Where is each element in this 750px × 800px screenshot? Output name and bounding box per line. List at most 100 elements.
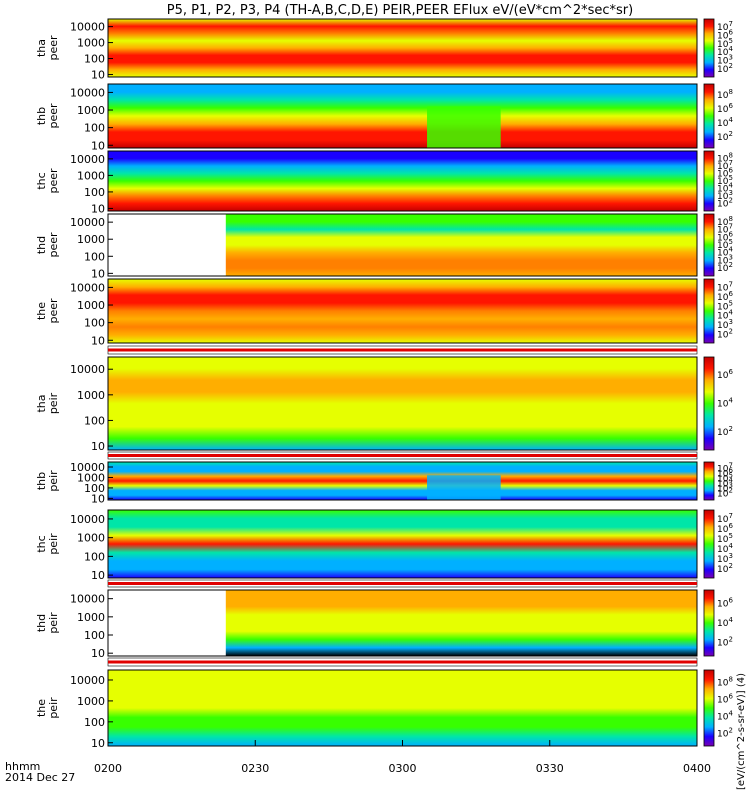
- y-tick-label: 100: [84, 317, 105, 330]
- panel-thd-peir: 10 100 1000 10000 thd peir 106 104 102: [35, 589, 733, 660]
- y-tick-label: 10: [91, 69, 105, 82]
- y-tick-label: 1000: [77, 471, 105, 484]
- y-tick-label: 10000: [70, 363, 105, 376]
- y-tick-label: 1000: [77, 104, 105, 117]
- colorbar: [703, 589, 715, 657]
- y-tick-label: 10: [91, 440, 105, 453]
- y-tick-label: 10000: [70, 461, 105, 474]
- y-tick-label: 10000: [70, 593, 105, 606]
- y-axis-label: the: [35, 302, 48, 320]
- y-tick-label: 100: [84, 122, 105, 135]
- y-tick-label: 1000: [77, 233, 105, 246]
- y-axis-label: peir: [47, 612, 60, 634]
- colorbar-tick-label: 106: [717, 368, 733, 381]
- panel-frame: [107, 18, 698, 78]
- y-tick-label: 1000: [77, 37, 105, 50]
- y-axis-label: thc: [35, 172, 48, 189]
- panel-frame: [107, 213, 698, 277]
- colorbar-label: [eV/(cm^2-s-sr-eV)] (4): [736, 673, 747, 790]
- spectrogram-image: [108, 510, 697, 578]
- colorbar-tick-label: 106: [717, 597, 733, 610]
- panel-frame: [107, 509, 698, 579]
- y-tick-label: 1000: [77, 389, 105, 402]
- y-tick-label: 10: [91, 492, 105, 505]
- colorbar: [703, 356, 715, 451]
- flag-bar: [108, 582, 697, 585]
- y-tick-label: 100: [84, 716, 105, 729]
- colorbar-tick-label: 104: [717, 710, 733, 723]
- y-axis-label: peir: [47, 533, 60, 555]
- chart-title: P5, P1, P2, P3, P4 (TH-A,B,C,D,E) PEIR,P…: [167, 3, 633, 18]
- colorbar-tick-label: 104: [717, 616, 733, 629]
- y-tick-label: 10000: [70, 674, 105, 687]
- y-axis-label: thb: [35, 472, 48, 490]
- y-tick-label: 10: [91, 139, 105, 152]
- spectrogram-image: [108, 151, 697, 211]
- spectrogram-image: [225, 590, 698, 656]
- dropout-region: [427, 475, 501, 500]
- y-tick-label: 1000: [77, 695, 105, 708]
- x-tick-label: 0200: [94, 762, 122, 775]
- panel-frame: [107, 83, 698, 149]
- colorbar-tick-label: 108: [717, 676, 733, 689]
- colorbar-tick-label: 104: [717, 397, 733, 410]
- y-axis-label: thb: [35, 107, 48, 125]
- x-axis-label-hhmm: hhmm: [5, 760, 40, 773]
- y-axis-label: tha: [35, 39, 48, 57]
- colorbar-tick-label: 106: [717, 693, 733, 706]
- y-tick-label: 10: [91, 737, 105, 750]
- colorbar: [703, 150, 715, 212]
- y-tick-label: 10000: [70, 281, 105, 294]
- flag-bar: [108, 454, 697, 457]
- y-axis-label: peir: [47, 392, 60, 414]
- y-tick-label: 100: [84, 629, 105, 642]
- x-axis-label-date: 2014 Dec 27: [5, 771, 75, 784]
- y-tick-label: 10000: [70, 216, 105, 229]
- y-axis-label: peir: [47, 697, 60, 719]
- flag-bar: [108, 660, 697, 664]
- y-tick-label: 1000: [77, 299, 105, 312]
- panel-frame: [107, 589, 698, 657]
- colorbar: [703, 18, 715, 78]
- y-tick-label: 100: [84, 53, 105, 66]
- x-tick-label: 0330: [536, 762, 564, 775]
- colorbar-tick-label: 108: [717, 88, 733, 101]
- y-tick-label: 1000: [77, 532, 105, 545]
- y-tick-label: 100: [84, 550, 105, 563]
- y-tick-label: 10: [91, 334, 105, 347]
- y-tick-label: 100: [84, 414, 105, 427]
- y-tick-label: 10000: [70, 86, 105, 99]
- panel-frame: [107, 461, 698, 501]
- spectrogram-image: [108, 279, 697, 343]
- panel-the-peir: 10 100 1000 10000 the peir 108 106 104 102: [35, 669, 733, 750]
- colorbar: [703, 461, 715, 501]
- spectrogram-image: [108, 84, 697, 148]
- y-tick-label: 10000: [70, 513, 105, 526]
- y-axis-label: peer: [47, 103, 60, 129]
- spectrogram-image: [108, 357, 697, 450]
- y-tick-label: 10000: [70, 21, 105, 34]
- colorbar-tick-label: 106: [717, 102, 733, 115]
- flag-bar: [108, 348, 697, 352]
- colorbar-tick-label: 102: [717, 130, 733, 143]
- dropout-region: [427, 106, 501, 148]
- y-tick-label: 100: [84, 186, 105, 199]
- y-tick-label: 10: [91, 647, 105, 660]
- y-tick-label: 1000: [77, 169, 105, 182]
- panel-frame: [107, 150, 698, 212]
- y-tick-label: 1000: [77, 611, 105, 624]
- spectrogram-image: [108, 670, 697, 746]
- y-axis-label: thc: [35, 535, 48, 552]
- y-axis-label: peer: [47, 232, 60, 258]
- y-axis-label: peir: [47, 470, 60, 492]
- colorbar-tick-label: 102: [717, 425, 733, 438]
- y-tick-label: 10000: [70, 153, 105, 166]
- y-tick-label: 100: [84, 250, 105, 263]
